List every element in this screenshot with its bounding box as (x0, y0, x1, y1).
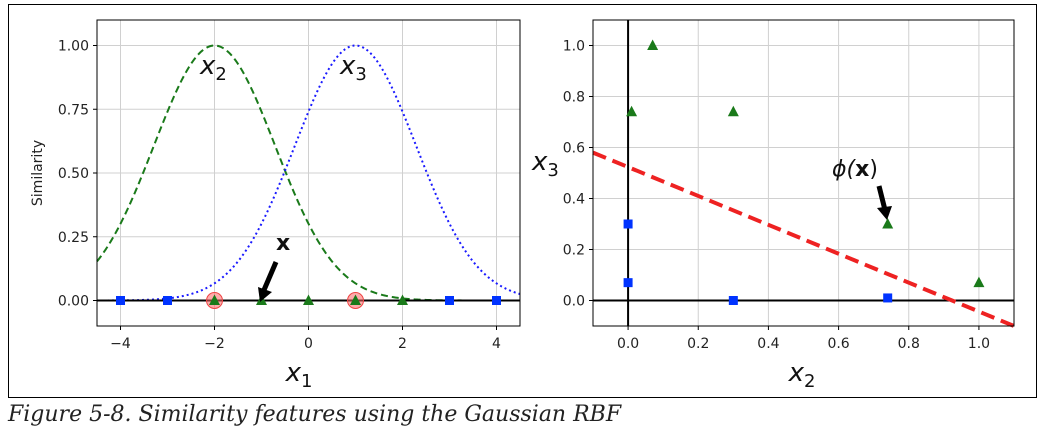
right-points (623, 39, 985, 305)
left-annotation-arrow (258, 261, 279, 302)
left-points (116, 292, 501, 309)
left-point-triangle (303, 294, 314, 305)
left-xtick-label: −2 (204, 336, 225, 352)
left-xtick-label: −4 (110, 336, 131, 352)
left-point-square (445, 296, 454, 305)
right-xtick-label: 0.4 (757, 336, 779, 352)
right-boundary (592, 150, 1015, 328)
right-ytick-label: 0.4 (563, 192, 585, 208)
right-ytick-label: 0.0 (563, 294, 585, 310)
right-ytick-label: 0.6 (563, 141, 585, 157)
left-plot: −4 −2 0 2 4 0.00 0.25 0.50 0.75 1.00 Similarity x… (30, 19, 521, 392)
right-ylabel: x3 (531, 147, 559, 181)
right-point-square (883, 293, 893, 303)
right-decision-boundary (592, 150, 1015, 328)
right-ticks: 0.0 0.2 0.4 0.6 0.8 1.0 0.0 0.2 0.4 0.6 0.8 1.0 (563, 39, 990, 353)
right-point-triangle (647, 39, 659, 50)
right-xlabel: x2 (788, 358, 816, 392)
left-ticks: −4 −2 0 2 4 0.00 0.25 0.50 0.75 1.00 (58, 39, 501, 353)
right-xtick-label: 0.0 (617, 336, 639, 352)
right-ytick-label: 0.8 (563, 90, 585, 106)
right-annotation-arrow (876, 185, 892, 220)
left-xlabel: x1 (285, 358, 313, 392)
right-point-triangle (973, 276, 985, 288)
left-point-triangle (209, 294, 220, 305)
left-ytick-label: 0.75 (58, 102, 89, 118)
right-xtick-label: 0.6 (827, 336, 849, 352)
right-point-triangle (727, 105, 739, 117)
left-curve-label-x2: x2 (199, 51, 227, 85)
left-xtick-label: 4 (492, 336, 501, 352)
right-ytick-label: 1.0 (563, 39, 585, 55)
right-annotation-text: ϕ(x) (832, 157, 878, 182)
right-plot-border (592, 19, 1015, 327)
right-point-square (728, 296, 738, 305)
right-xtick-label: 0.2 (687, 336, 709, 352)
right-plot-area (593, 20, 1014, 326)
left-point-square (116, 296, 125, 305)
left-ylabel: Similarity (30, 140, 46, 206)
left-ytick-label: 1.00 (58, 39, 89, 55)
right-plot: 0.0 0.2 0.4 0.6 0.8 1.00.00.20.40.60.81.0 x2 … (531, 19, 1015, 392)
left-xtick-label: 0 (304, 336, 313, 352)
left-annotation-text: x (276, 231, 290, 256)
left-curve-label-x3: x3 (339, 51, 367, 85)
right-point-triangle (626, 105, 638, 117)
left-point-triangle (397, 294, 408, 305)
right-xtick-label: 1.0 (968, 336, 990, 352)
right-xtick-label: 0.8 (898, 336, 920, 352)
left-ytick-label: 0.25 (58, 230, 89, 246)
right-point-square (623, 278, 633, 288)
left-point-square (163, 296, 172, 305)
right-axes-lines (593, 20, 1014, 326)
left-xtick-label: 2 (398, 336, 407, 352)
left-ytick-label: 0.50 (58, 166, 89, 182)
figure-frame (8, 4, 1037, 398)
left-point-square (492, 296, 501, 305)
right-point-triangle (882, 218, 894, 229)
left-point-triangle (350, 294, 361, 305)
right-point-square (623, 219, 633, 229)
figure-caption: Figure 5-8. Similarity features using th… (8, 402, 622, 427)
right-ytick-label: 0.2 (563, 243, 585, 259)
left-ytick-label: 0.00 (58, 294, 89, 310)
